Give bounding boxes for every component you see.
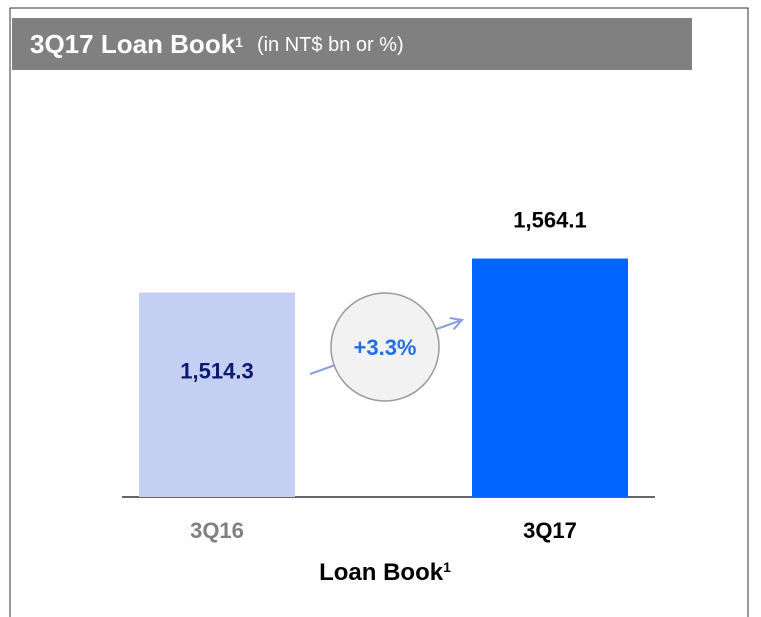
frame bbox=[9, 7, 749, 617]
x-label-superscript: 1 bbox=[443, 559, 451, 575]
bar bbox=[139, 292, 295, 497]
annotation-circle bbox=[330, 292, 440, 402]
chart-title: 3Q17 Loan Book1 (in NT$ bn or %) bbox=[30, 29, 404, 59]
title-text: 3Q17 Loan Book bbox=[30, 29, 236, 59]
value-label: 1,514.3 bbox=[180, 359, 253, 384]
x-tick-label: 3Q16 bbox=[190, 518, 244, 543]
x-tick-label: 3Q17 bbox=[523, 518, 577, 543]
x-axis-label: Loan Book1 bbox=[319, 559, 451, 587]
value-label: 1,564.1 bbox=[513, 207, 586, 232]
subtitle: (in NT$ bn or %) bbox=[257, 34, 404, 56]
bar bbox=[472, 258, 628, 497]
title-superscript: 1 bbox=[235, 34, 243, 50]
x-label-text: Loan Book bbox=[319, 559, 444, 586]
annotation: +3.3% bbox=[354, 335, 417, 360]
title-bar bbox=[12, 18, 692, 70]
